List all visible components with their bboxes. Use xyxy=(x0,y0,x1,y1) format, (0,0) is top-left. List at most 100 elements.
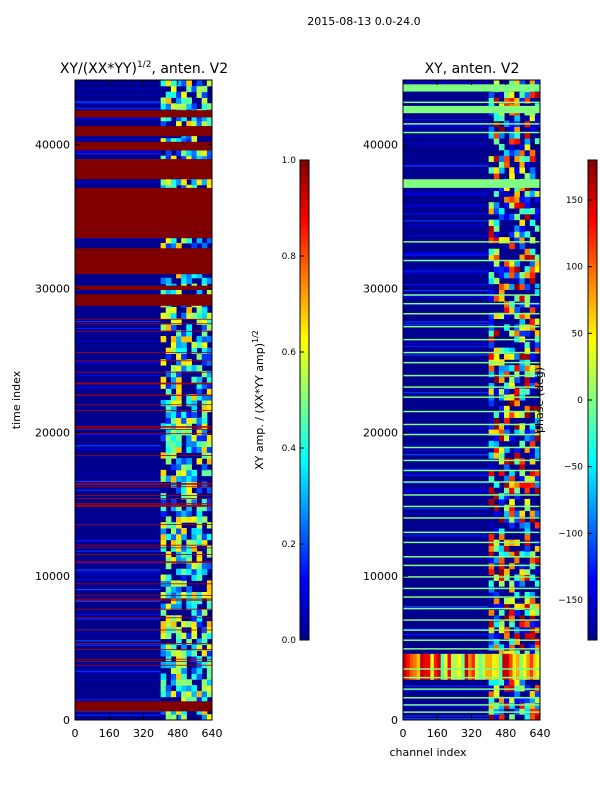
right-heatmap-cell xyxy=(504,161,510,168)
right-heatmap-noise-row xyxy=(403,323,489,326)
left-x-tick-label: 640 xyxy=(202,727,223,740)
right-heatmap-cell xyxy=(524,487,531,494)
right-y-tick-label: 20000 xyxy=(363,426,398,439)
right-heatmap-cell xyxy=(519,557,526,564)
left-heatmap-cell xyxy=(181,516,187,523)
right-heatmap-cell xyxy=(488,690,495,698)
left-heatmap-cell xyxy=(165,685,172,692)
left-heatmap-cell xyxy=(186,80,192,87)
right-heatmap-cell xyxy=(493,260,500,267)
right-heatmap-cell xyxy=(498,609,505,616)
right-heatmap-cell xyxy=(529,615,536,622)
right-heatmap-cell xyxy=(509,382,515,389)
left-heatmap-cell xyxy=(201,103,208,110)
right-heatmap-cell xyxy=(534,190,540,197)
left-heatmap-cell xyxy=(181,97,187,104)
right-heatmap-cell xyxy=(488,341,495,349)
right-heatmap-cell xyxy=(493,248,500,256)
right-heatmap-noise-row xyxy=(403,488,489,490)
left-heatmap-cell xyxy=(170,347,177,354)
right-heatmap-cell xyxy=(504,696,510,704)
left-heatmap-red-line xyxy=(75,426,212,427)
left-heatmap-red-line xyxy=(75,395,212,396)
right-heatmap-cell xyxy=(524,405,531,413)
right-heatmap-noise-row xyxy=(403,628,489,630)
left-heatmap-cell xyxy=(170,522,177,529)
right-heatmap-cell xyxy=(524,202,531,209)
left-heatmap-cell xyxy=(206,353,212,360)
right-heatmap-broadband-cell xyxy=(447,653,452,680)
right-heatmap-light-line xyxy=(403,704,540,706)
left-heatmap-cell xyxy=(186,417,192,424)
left-heatmap-cell xyxy=(201,429,208,436)
right-heatmap-cell xyxy=(488,376,495,384)
right-heatmap-light-line xyxy=(403,648,540,650)
left-heatmap-cell xyxy=(186,440,192,448)
right-heatmap-cell xyxy=(514,149,520,157)
right-heatmap-cell xyxy=(493,411,500,418)
left-heatmap-cell xyxy=(206,370,212,378)
right-heatmap-cell xyxy=(493,685,500,692)
right-heatmap-cell xyxy=(514,650,520,657)
right-heatmap-cell xyxy=(529,306,536,314)
left-heatmap-red-line xyxy=(75,404,212,406)
right-heatmap-light-line xyxy=(403,607,540,610)
left-heatmap-cell xyxy=(181,80,187,87)
left-heatmap-noise-row xyxy=(75,340,161,342)
left-heatmap-cell xyxy=(196,434,203,442)
left-heatmap-cell xyxy=(191,539,198,546)
left-heatmap-cell xyxy=(196,510,203,517)
left-heatmap-noise-row xyxy=(75,679,161,681)
left-heatmap-cell xyxy=(181,237,187,244)
right-heatmap-cell xyxy=(509,615,515,622)
left-heatmap-cell xyxy=(191,312,198,320)
right-heatmap-noise-row xyxy=(403,449,489,451)
left-heatmap-cell xyxy=(176,440,182,448)
right-heatmap-cell xyxy=(534,685,540,692)
right-heatmap-cell xyxy=(514,580,520,587)
right-heatmap-cell xyxy=(493,429,500,436)
right-heatmap-cell xyxy=(488,149,495,157)
left-heatmap-red-line xyxy=(75,649,212,650)
left-heatmap-red-line xyxy=(75,503,212,504)
right-heatmap-light-line xyxy=(403,576,540,578)
left-heatmap-cell xyxy=(206,324,212,331)
left-heatmap-cell xyxy=(186,557,192,564)
left-heatmap-cell xyxy=(170,446,177,453)
right-heatmap-light-line xyxy=(403,481,540,483)
left-heatmap-cell xyxy=(206,400,212,407)
left-heatmap-noise-row xyxy=(75,328,161,331)
right-y-tick-label: 0 xyxy=(391,714,398,727)
right-heatmap-cell xyxy=(504,685,510,692)
left-heatmap-cell xyxy=(206,440,212,448)
right-heatmap-cell xyxy=(534,213,540,221)
right-heatmap-noise-row xyxy=(403,468,489,470)
right-heatmap-cell xyxy=(524,603,531,610)
left-heatmap-cell xyxy=(181,644,187,651)
right-heatmap-cell xyxy=(504,464,510,471)
left-heatmap-cell xyxy=(160,312,167,320)
left-heatmap-cell xyxy=(206,277,212,285)
right-heatmap-cell xyxy=(524,272,531,279)
left-heatmap-cell xyxy=(201,446,208,453)
right-heatmap-cell xyxy=(504,423,510,430)
right-heatmap-cell xyxy=(504,429,510,436)
left-heatmap-cell xyxy=(176,504,182,512)
left-heatmap-cell xyxy=(176,242,182,250)
right-heatmap-noise-row xyxy=(403,81,489,83)
right-heatmap-cell xyxy=(514,493,520,500)
left-x-tick-label: 160 xyxy=(99,727,120,740)
right-heatmap-cell xyxy=(519,312,526,320)
right-colorbar-tick-label: 150 xyxy=(566,196,583,206)
left-heatmap-cell xyxy=(201,516,208,523)
right-heatmap-light-line xyxy=(403,374,540,377)
right-heatmap-cell xyxy=(498,551,505,558)
left-heatmap-cell xyxy=(196,336,203,343)
left-heatmap-cell xyxy=(181,696,187,704)
left-heatmap-cell xyxy=(176,388,182,395)
right-heatmap-cell xyxy=(498,167,505,174)
right-heatmap-cell xyxy=(493,225,500,232)
right-heatmap-cell xyxy=(534,714,540,720)
right-heatmap-cell xyxy=(519,341,526,349)
left-heatmap-cell xyxy=(165,690,172,698)
